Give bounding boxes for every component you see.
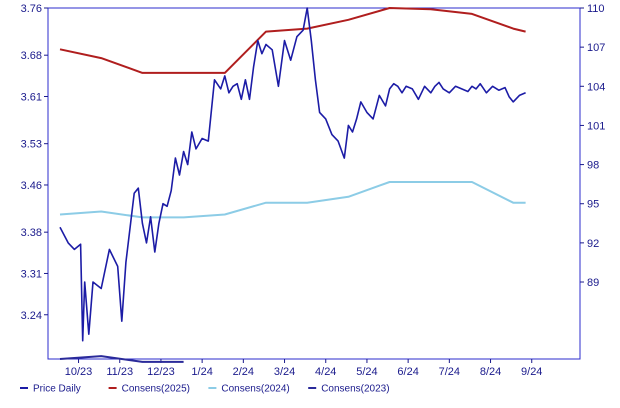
left-axis: 3.24 3.31 3.38 3.46 3.53 3.61 3.68 3.76 (21, 3, 48, 322)
x-tick-label: 7/24 (439, 366, 460, 378)
x-tick-label: 4/24 (315, 366, 336, 378)
left-tick-label: 3.68 (21, 50, 42, 62)
right-tick-label: 92 (587, 238, 599, 250)
legend-label-consens-2025: Consens(2025) (122, 384, 190, 395)
left-tick-label: 3.24 (21, 310, 42, 322)
right-axis: 89 92 95 98 101 104 107 110 (580, 3, 605, 289)
left-tick-label: 3.38 (21, 227, 42, 239)
series-line-consens-2023 (59, 355, 184, 363)
left-tick-label: 3.31 (21, 268, 42, 280)
legend-label-consens-2023: Consens(2023) (321, 384, 389, 395)
right-tick-label: 89 (587, 277, 599, 289)
right-tick-label: 110 (587, 3, 605, 15)
left-tick-label: 3.76 (21, 3, 42, 15)
left-tick-label: 3.46 (21, 180, 42, 192)
x-tick-label: 1/24 (191, 366, 212, 378)
x-tick-label: 8/24 (480, 366, 501, 378)
series-line-price-daily (59, 7, 526, 342)
right-tick-label: 107 (587, 42, 605, 54)
x-tick-label: 3/24 (274, 366, 295, 378)
legend-label-price-daily: Price Daily (33, 384, 81, 395)
x-tick-label: 11/23 (106, 366, 133, 378)
x-tick-label: 5/24 (356, 366, 377, 378)
x-tick-label: 2/24 (233, 366, 254, 378)
legend: Price Daily Consens(2025) Consens(2024) Con… (20, 384, 390, 395)
x-tick-label: 6/24 (397, 366, 418, 378)
series-line-consens-2025 (59, 7, 526, 74)
x-tick-label: 9/24 (521, 366, 542, 378)
left-tick-label: 3.61 (21, 91, 42, 103)
legend-label-consens-2024: Consens(2024) (221, 384, 289, 395)
x-tick-label: 12/23 (147, 366, 175, 378)
right-tick-label: 98 (587, 160, 599, 172)
series-layer (59, 7, 526, 363)
right-tick-label: 101 (587, 120, 605, 132)
right-tick-label: 95 (587, 199, 599, 211)
x-tick-label: 10/23 (65, 366, 93, 378)
right-tick-label: 104 (587, 81, 605, 93)
left-tick-label: 3.53 (21, 139, 42, 151)
x-axis: 10/23 11/23 12/23 1/24 2/24 3/24 4/24 5/24 6/24 7… (65, 359, 542, 378)
